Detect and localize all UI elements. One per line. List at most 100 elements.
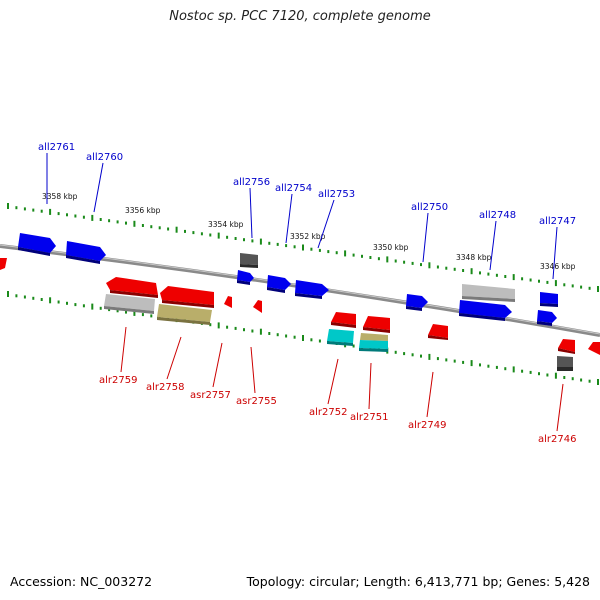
upper-tick-mark: [420, 263, 422, 267]
lower-tick-mark: [116, 309, 119, 313]
upper-tick-mark: [49, 208, 52, 215]
upper-tick-mark: [554, 280, 557, 287]
leader-all2748: [489, 220, 497, 271]
lower-tick-mark: [453, 359, 456, 363]
leader-all2760: [93, 162, 104, 213]
lower-tick-mark: [293, 335, 296, 339]
gene-alr2759-grey-feature[interactable]: [104, 294, 155, 314]
gene-all2750-arrow[interactable]: [406, 294, 428, 311]
gene-asr2757-arrow[interactable]: [224, 296, 232, 308]
upper-tick-mark: [226, 235, 229, 239]
lower-tick-mark: [217, 322, 220, 329]
upper-tick-mark: [32, 208, 35, 212]
gene-alr2746-arrow[interactable]: [558, 339, 575, 354]
gene-label-alr2749[interactable]: alr2749: [408, 420, 446, 431]
gene-asr2755-arrow[interactable]: [253, 300, 262, 313]
upper-tick-mark: [352, 253, 355, 257]
lower-tick-mark: [495, 365, 498, 369]
upper-tick-mark: [436, 265, 439, 269]
upper-tick-mark: [108, 219, 111, 223]
lower-tick-mark: [15, 294, 18, 298]
gene-alr2751-olive-feature[interactable]: [359, 333, 388, 352]
gene-all2747-arrow[interactable]: [540, 292, 558, 307]
leader-alr2746: [556, 383, 564, 432]
gene-all2748-arrow[interactable]: [459, 300, 512, 321]
lower-tick-mark: [133, 309, 136, 316]
gene-label-alr2746[interactable]: alr2746: [538, 434, 576, 445]
gene-label-alr2758[interactable]: alr2758: [146, 382, 184, 393]
gene-dark-feature-arrow[interactable]: [240, 253, 258, 268]
gene-label-all2748[interactable]: all2748: [479, 210, 516, 221]
gene-label-alr2759[interactable]: alr2759: [99, 375, 137, 386]
gene-alr2751-arrow[interactable]: [363, 316, 390, 333]
lower-tick-mark: [445, 358, 448, 362]
gene-label-alr2752[interactable]: alr2752: [309, 407, 347, 418]
gene-label-all2760[interactable]: all2760: [86, 152, 123, 163]
lower-tick-mark: [302, 335, 304, 341]
gene-label-all2750[interactable]: all2750: [411, 202, 448, 213]
gene-label-all2761[interactable]: all2761: [38, 142, 75, 153]
gene-edge-right-arrow[interactable]: [588, 342, 600, 355]
lower-tick-mark: [74, 303, 77, 307]
upper-tick-mark: [293, 245, 296, 249]
gene-all2753-arrow[interactable]: [295, 280, 329, 299]
gene-all2747b-arrow[interactable]: [537, 310, 557, 326]
gene-alr2758-olive-feature[interactable]: [157, 304, 212, 325]
upper-tick-mark: [15, 206, 18, 210]
gene-alr2746-dark-feature[interactable]: [557, 356, 573, 371]
upper-tick-mark: [487, 272, 490, 276]
gene-label-asr2755[interactable]: asr2755: [236, 396, 277, 407]
accession-label: Accession: NC_003272: [10, 574, 153, 589]
lower-tick-mark: [285, 334, 288, 338]
gene-all2756-arrow[interactable]: [237, 270, 254, 285]
lower-tick-mark: [99, 306, 102, 310]
lower-tick-mark: [546, 373, 549, 377]
gene-all2760-arrow[interactable]: [66, 241, 106, 264]
lower-tick-mark: [209, 323, 212, 327]
upper-tick-mark: [158, 226, 161, 230]
gene-label-all2747[interactable]: all2747: [539, 216, 576, 227]
lower-tick-mark: [538, 372, 540, 376]
lower-tick-mark: [479, 363, 481, 367]
gene-alr2758-arrow[interactable]: [160, 286, 214, 308]
upper-tick-mark: [344, 250, 347, 257]
gene-label-all2756[interactable]: all2756: [233, 177, 270, 188]
lower-tick-mark: [420, 354, 422, 358]
upper-tick-mark: [285, 244, 288, 248]
leader-asr2755: [250, 346, 256, 394]
gene-alr2749-arrow[interactable]: [428, 324, 448, 340]
upper-tick-mark: [259, 238, 262, 245]
gene-label-all2753[interactable]: all2753: [318, 189, 355, 200]
upper-tick-mark: [243, 238, 245, 242]
lower-tick-mark: [521, 369, 524, 373]
upper-tick-mark: [403, 260, 406, 264]
lower-tick-mark: [318, 339, 321, 343]
upper-tick-mark: [99, 218, 102, 221]
gene-label-asr2757[interactable]: asr2757: [190, 390, 231, 401]
leader-alr2749: [426, 371, 434, 418]
gene-alr2752-cyan-feature[interactable]: [327, 329, 354, 346]
gene-alr2752-arrow[interactable]: [331, 312, 356, 328]
gene-grey-feature-arrow[interactable]: [462, 284, 515, 302]
upper-tick-mark: [563, 283, 566, 287]
upper-tick-mark: [394, 259, 397, 263]
upper-tick-mark: [411, 261, 414, 265]
gene-alr2759-arrow[interactable]: [106, 277, 158, 298]
lower-tick-mark: [49, 297, 52, 304]
lower-tick-mark: [32, 296, 35, 300]
lower-tick-mark: [529, 370, 532, 374]
gene-all2754-arrow[interactable]: [267, 275, 291, 293]
genome-summary: Topology: circular; Length: 6,413,771 bp…: [246, 574, 590, 589]
gene-label-alr2751[interactable]: alr2751: [350, 412, 388, 423]
lower-tick-mark: [7, 291, 9, 297]
lower-tick-mark: [276, 333, 279, 337]
leader-all2754: [285, 193, 293, 244]
upper-tick-mark: [369, 256, 372, 259]
gene-edge-left-arrow[interactable]: [0, 258, 7, 270]
lower-tick-mark: [411, 353, 414, 357]
gene-all2761-arrow[interactable]: [18, 233, 56, 256]
upper-tick-mark: [268, 241, 271, 245]
lower-tick-mark: [243, 328, 245, 332]
gene-label-all2754[interactable]: all2754: [275, 183, 312, 194]
leader-all2750: [422, 212, 429, 263]
